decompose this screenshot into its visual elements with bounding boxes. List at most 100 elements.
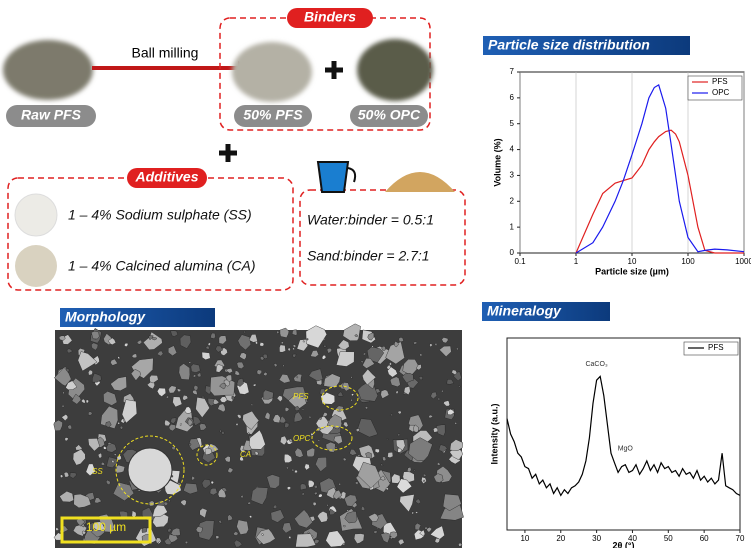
particle bbox=[260, 342, 264, 346]
particle bbox=[303, 341, 305, 343]
particle bbox=[108, 442, 111, 444]
raw-pfs-photo bbox=[3, 40, 93, 100]
particle bbox=[244, 331, 246, 333]
process-label: Ball milling bbox=[132, 45, 199, 61]
particle bbox=[313, 502, 316, 506]
particle bbox=[289, 536, 291, 539]
particle bbox=[185, 541, 188, 543]
particle bbox=[358, 455, 360, 457]
particle bbox=[142, 528, 147, 533]
binders-title: Binders bbox=[304, 9, 356, 25]
pfs-photo bbox=[232, 42, 312, 102]
particle bbox=[149, 501, 154, 507]
ratio-text: Water:binder = 0.5:1 bbox=[307, 212, 434, 228]
particle bbox=[335, 446, 337, 448]
sem-label: PFS bbox=[293, 392, 309, 401]
particle bbox=[308, 532, 310, 534]
annotation: CaCO₃ bbox=[585, 361, 607, 368]
particle bbox=[263, 354, 268, 359]
y-axis-label: Intensity (a.u.) bbox=[489, 403, 499, 464]
particle bbox=[63, 392, 64, 394]
x-tick-label: 1000 bbox=[735, 257, 751, 266]
y-tick-label: 0 bbox=[510, 248, 515, 257]
chart: 0.1 1 10 100 1000 0 1 2 3 4 5 6 7 Particle size (µm) V… bbox=[492, 67, 751, 276]
particle bbox=[211, 481, 214, 484]
sem-label: SS bbox=[92, 467, 103, 476]
additives-panel: Additives 1 – 4% Sodium sulphate (SS) 1 … bbox=[8, 162, 465, 290]
particle bbox=[318, 440, 320, 442]
psd-title: Particle size distribution bbox=[488, 37, 650, 53]
sem-label: CA bbox=[240, 450, 251, 459]
plot-area bbox=[507, 338, 740, 530]
particle bbox=[128, 448, 172, 492]
x-tick-label: 1 bbox=[574, 257, 579, 266]
particle bbox=[279, 345, 285, 353]
pfs-label: 50% PFS bbox=[243, 107, 303, 123]
y-tick-label: 6 bbox=[510, 93, 515, 102]
additive-text: 1 – 4% Sodium sulphate (SS) bbox=[68, 207, 252, 223]
y-axis-label: Volume (%) bbox=[492, 138, 502, 186]
particle bbox=[277, 331, 280, 334]
particle bbox=[262, 534, 264, 536]
jug-icon bbox=[318, 162, 348, 192]
particle bbox=[297, 376, 298, 378]
x-tick-label: 70 bbox=[736, 534, 745, 543]
x-tick-label: 20 bbox=[556, 534, 565, 543]
x-tick-label: 0.1 bbox=[514, 257, 526, 266]
particle bbox=[62, 405, 64, 407]
particle bbox=[236, 423, 238, 425]
particle bbox=[319, 417, 322, 419]
plus bbox=[219, 144, 237, 162]
particle bbox=[292, 469, 294, 471]
legend-label: PFS bbox=[708, 343, 724, 352]
x-tick-label: 10 bbox=[628, 257, 637, 266]
particle bbox=[120, 426, 123, 429]
particle bbox=[189, 443, 191, 445]
xrd-title: Mineralogy bbox=[487, 303, 562, 319]
legend-label: OPC bbox=[712, 88, 730, 97]
particle bbox=[388, 452, 394, 458]
x-tick-label: 60 bbox=[700, 534, 709, 543]
y-tick-label: 4 bbox=[510, 145, 515, 154]
legend-label: PFS bbox=[712, 77, 728, 86]
y-tick-label: 5 bbox=[510, 119, 515, 128]
particle bbox=[251, 404, 253, 406]
opc-label: 50% OPC bbox=[358, 107, 421, 123]
ratio-box bbox=[300, 190, 465, 285]
morph-title: Morphology bbox=[65, 309, 146, 325]
y-tick-label: 1 bbox=[510, 222, 515, 231]
sand-icon bbox=[385, 172, 455, 192]
y-tick-label: 2 bbox=[510, 196, 515, 205]
x-tick-label: 50 bbox=[664, 534, 673, 543]
x-axis-label: 2θ (°) bbox=[613, 540, 635, 548]
particle bbox=[281, 342, 283, 344]
particle bbox=[420, 354, 422, 356]
particle bbox=[302, 409, 303, 410]
additive-text: 1 – 4% Calcined alumina (CA) bbox=[68, 258, 256, 274]
additives-title: Additives bbox=[134, 169, 198, 185]
particle bbox=[114, 454, 116, 456]
sem-image bbox=[54, 324, 464, 548]
binders-panel: Raw PFS Ball milling Binders 50% PFS 50%… bbox=[3, 8, 433, 162]
particle bbox=[387, 439, 389, 440]
particle bbox=[191, 364, 201, 373]
plus bbox=[325, 61, 343, 79]
x-axis-label: Particle size (µm) bbox=[595, 266, 669, 276]
particle bbox=[351, 376, 353, 378]
y-tick-label: 7 bbox=[510, 67, 515, 76]
chart: 102030405060702θ (°)Intensity (a.u.)PFSC… bbox=[489, 338, 745, 548]
scale-label: 100 µm bbox=[86, 520, 126, 534]
sem-label: OPC bbox=[293, 434, 311, 443]
opc-photo bbox=[357, 39, 433, 101]
particle bbox=[118, 357, 120, 359]
jug-handle bbox=[348, 168, 355, 182]
ratio-text: Sand:binder = 2.7:1 bbox=[307, 248, 430, 264]
x-tick-label: 100 bbox=[681, 257, 695, 266]
particle bbox=[324, 345, 327, 347]
page: Raw PFS Ball milling Binders 50% PFS 50%… bbox=[0, 0, 751, 548]
ss-photo bbox=[15, 194, 57, 236]
y-tick-label: 3 bbox=[510, 171, 515, 180]
annotation: MgO bbox=[618, 446, 634, 453]
particle bbox=[442, 390, 444, 392]
x-tick-label: 10 bbox=[520, 534, 529, 543]
